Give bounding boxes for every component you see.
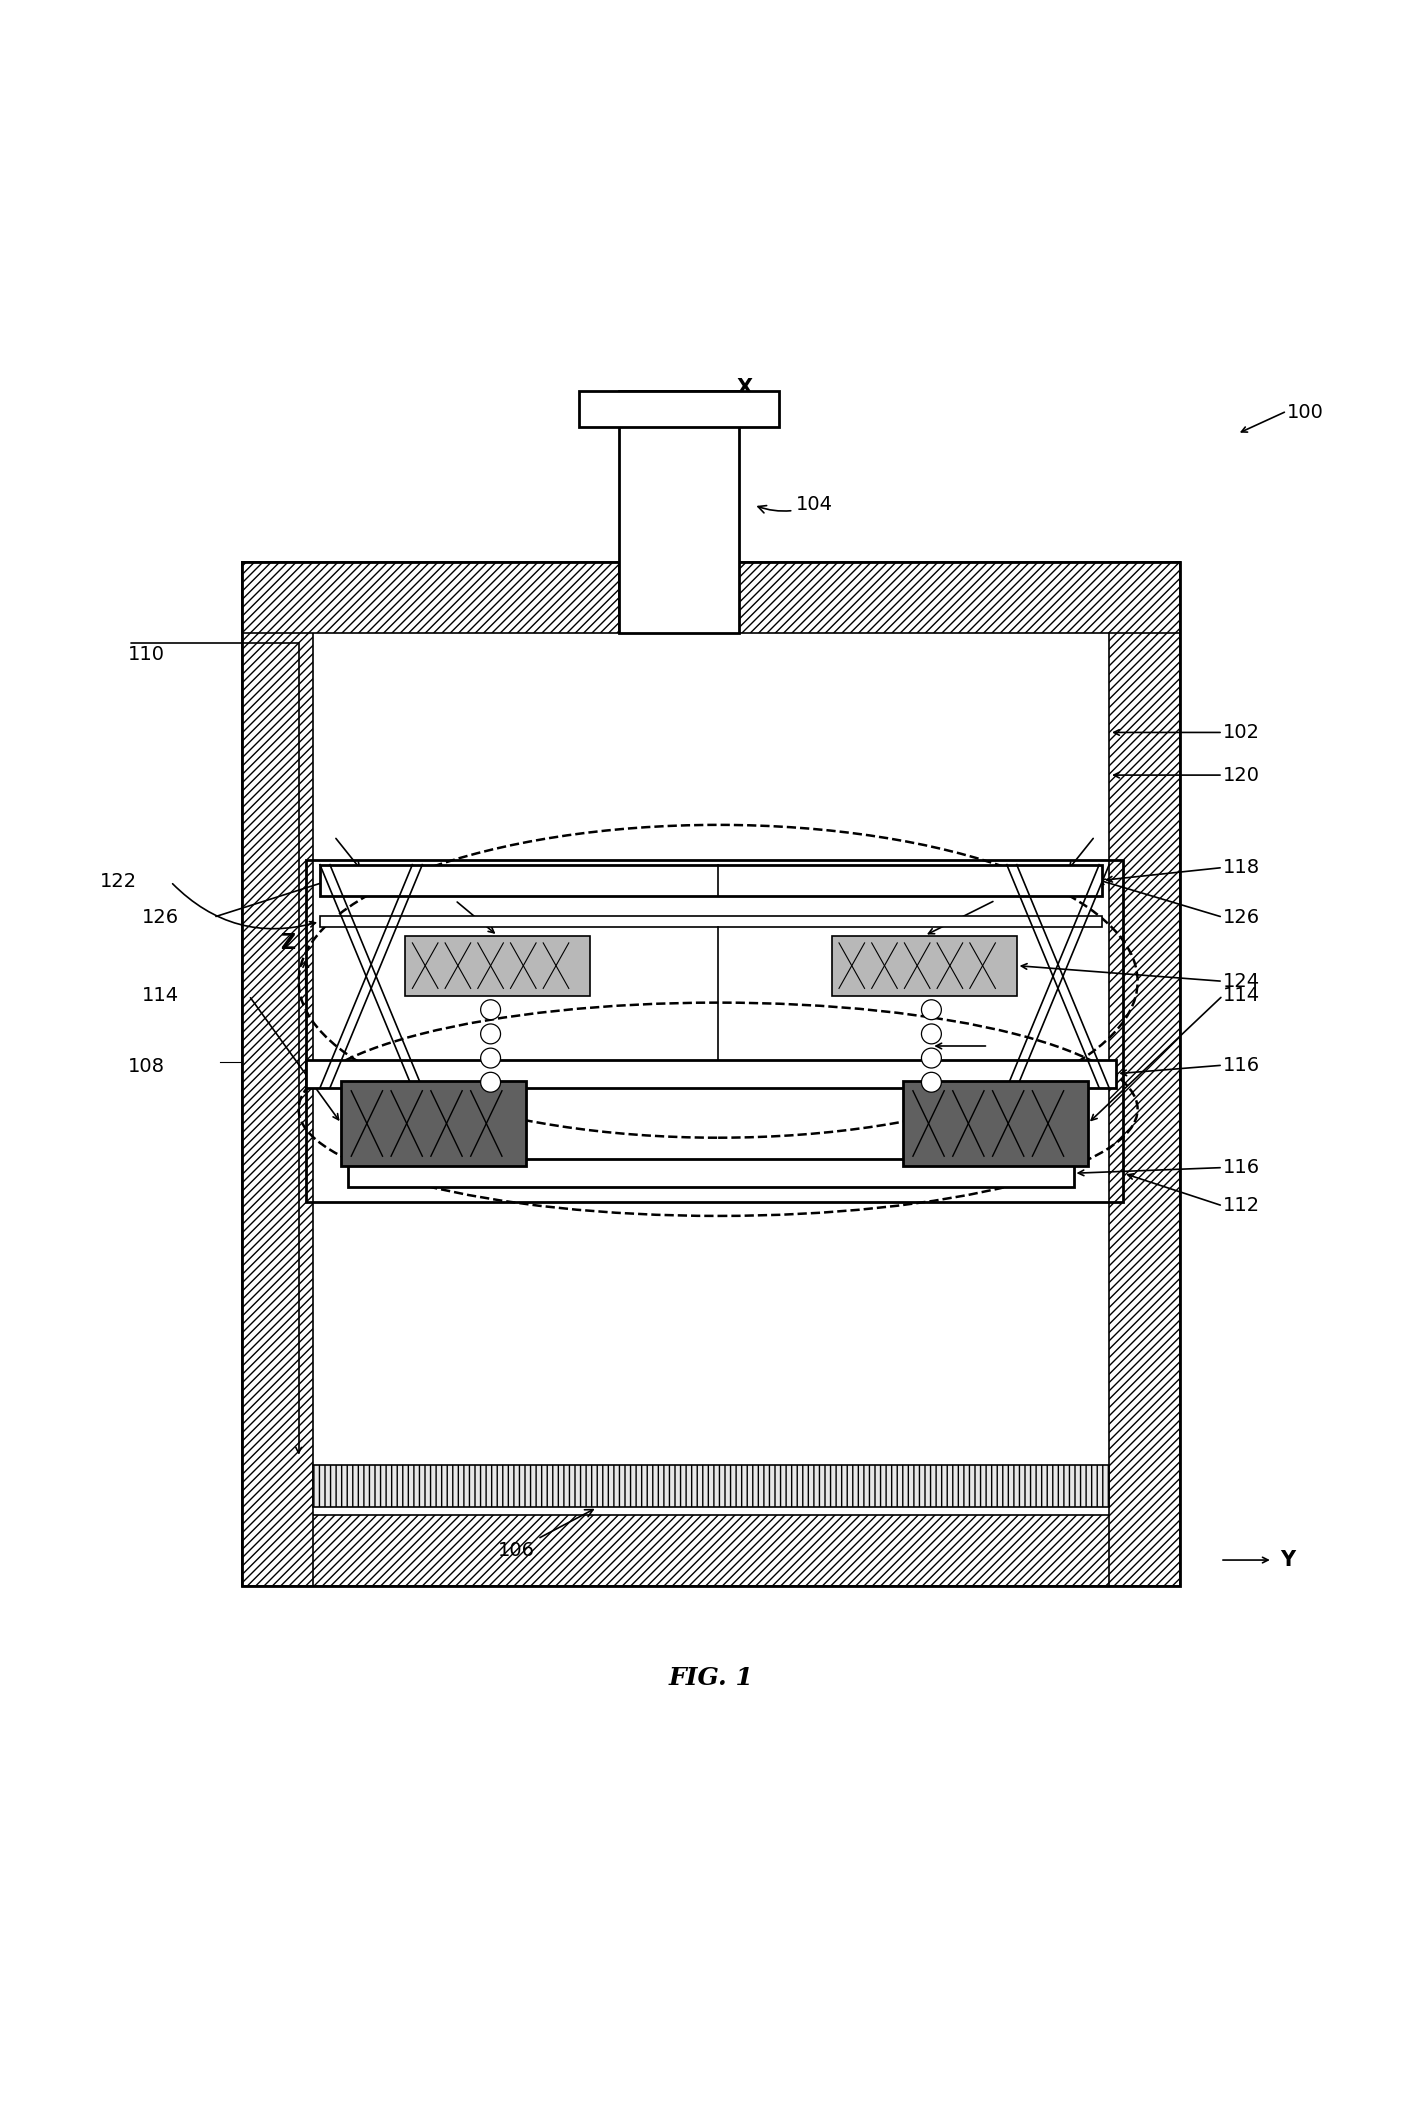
Bar [739,562,1180,634]
Text: Y: Y [1280,1549,1295,1570]
Text: 110: 110 [128,644,165,663]
Bar [348,1159,1074,1187]
Bar [320,915,1102,928]
Circle shape [481,1049,501,1068]
Bar [242,562,313,1585]
Bar [320,865,1102,896]
Circle shape [921,1072,941,1091]
Text: 118: 118 [1223,858,1260,877]
Text: 116: 116 [1223,1159,1260,1176]
Text: 108: 108 [128,1057,165,1076]
Text: 106: 106 [498,1509,593,1560]
Bar [832,937,1017,996]
Text: 126: 126 [142,907,179,926]
Text: 114: 114 [142,985,179,1004]
Circle shape [921,1000,941,1019]
Text: 112: 112 [1223,1197,1260,1216]
Text: Z: Z [280,932,296,954]
Circle shape [481,1072,501,1091]
Bar [313,634,1109,1515]
Bar [242,1515,1180,1585]
Text: 114: 114 [1223,985,1260,1004]
Bar [313,1464,1109,1507]
Bar [1109,562,1180,1585]
Text: 120: 120 [1223,765,1260,784]
Bar [242,562,1180,1585]
Text: 102: 102 [1223,723,1260,742]
Bar [903,1081,1088,1165]
Bar [306,1060,1116,1087]
Circle shape [481,1000,501,1019]
Text: FIG. 1: FIG. 1 [668,1666,754,1691]
Text: 124: 124 [1223,973,1260,992]
Text: 104: 104 [758,496,833,515]
Bar [242,562,619,634]
Bar [580,392,779,426]
Text: 126: 126 [1223,907,1260,926]
Bar [619,392,739,634]
Circle shape [481,1023,501,1045]
Text: 122: 122 [100,873,137,892]
Circle shape [921,1049,941,1068]
Text: 100: 100 [1287,403,1324,422]
Text: X: X [737,379,752,398]
Circle shape [921,1023,941,1045]
Bar [341,1081,526,1165]
Bar [306,860,1123,1201]
Text: 116: 116 [1223,1055,1260,1074]
Bar [405,937,590,996]
